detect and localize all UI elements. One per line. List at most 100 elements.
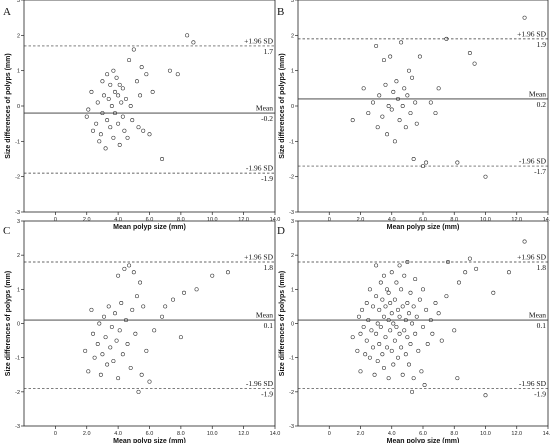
y-tick-label: 1 (291, 287, 294, 293)
data-point (380, 352, 385, 357)
data-point (364, 338, 369, 343)
x-axis-title: Mean polyp size (mm) (387, 438, 460, 443)
data-point (92, 355, 97, 360)
data-point (413, 100, 418, 105)
data-point (392, 139, 397, 144)
data-point (114, 75, 119, 80)
data-point (416, 348, 421, 353)
data-point (463, 270, 468, 275)
data-point (425, 342, 430, 346)
mean-line-label: Mean (529, 89, 546, 98)
data-point (113, 111, 117, 116)
y-tick-label: 0 (291, 322, 294, 328)
y-tick-label: -1 (15, 356, 20, 362)
data-point (113, 311, 117, 316)
data-point (178, 335, 183, 340)
data-point (381, 273, 386, 278)
data-point (394, 280, 399, 285)
data-point (134, 294, 139, 299)
data-point (400, 104, 405, 108)
data-point (125, 135, 130, 140)
lower-limit-line-label: -1.96 SD (246, 164, 274, 173)
data-point (95, 342, 100, 346)
data-point (381, 58, 386, 63)
data-point (109, 104, 114, 108)
data-point (396, 96, 400, 101)
data-point (108, 125, 113, 130)
lower-limit-line-value: -1.7 (534, 167, 546, 176)
data-point (100, 352, 105, 357)
data-point (422, 383, 427, 387)
data-point (410, 389, 415, 394)
data-point (377, 342, 382, 346)
data-point (385, 287, 390, 292)
panel-label: D (277, 225, 285, 237)
data-point (444, 36, 449, 41)
mean-line-label: Mean (529, 311, 546, 320)
data-point (383, 335, 388, 340)
data-point (191, 40, 196, 45)
data-point (391, 362, 396, 367)
x-tick-label: 14.0 (270, 217, 281, 223)
data-point (136, 389, 141, 394)
x-tick-label: 10.0 (480, 431, 491, 437)
data-point (455, 376, 460, 381)
panel-label: A (3, 6, 11, 18)
data-point (160, 314, 165, 319)
x-tick-label: 12.0 (511, 431, 522, 437)
data-point (374, 263, 379, 268)
data-point (375, 359, 380, 364)
data-point (388, 301, 393, 305)
data-point (225, 270, 230, 275)
data-point (122, 128, 127, 133)
y-tick-label: -3 (289, 424, 294, 430)
data-point (377, 307, 382, 312)
plot-frame (297, 220, 549, 427)
data-point (175, 72, 180, 77)
data-point (388, 328, 393, 333)
data-point (402, 273, 407, 278)
data-point (134, 79, 139, 84)
data-point (127, 263, 132, 268)
data-point (474, 266, 479, 271)
data-point (111, 359, 116, 364)
data-point (375, 321, 380, 326)
x-tick-label: 6.0 (146, 217, 154, 223)
data-point (123, 96, 128, 101)
data-point (444, 294, 449, 299)
data-point (167, 68, 172, 73)
data-point (139, 372, 144, 377)
x-tick-label: 10.0 (207, 217, 218, 223)
panel-b: B 0 2.0 4.0 6.0 8.0 10.0 12.0 14.0 3 2 1 0 -1 -2 -3 Mean… (277, 0, 550, 231)
data-point (399, 287, 404, 292)
data-point (116, 121, 121, 126)
y-tick-label: 1 (17, 287, 20, 293)
data-point (361, 86, 366, 91)
data-point (403, 318, 408, 323)
y-axis-title: Size differences of polyps (mm) (5, 271, 12, 376)
y-tick-label: 2 (17, 33, 20, 39)
data-point (366, 111, 371, 116)
x-tick-label: 6.0 (419, 431, 427, 437)
data-point (417, 54, 422, 59)
data-point (433, 111, 438, 116)
data-point (455, 160, 460, 165)
data-point (116, 376, 121, 381)
data-point (152, 328, 157, 333)
x-tick-label: 14.0 (543, 431, 550, 437)
data-point (402, 86, 407, 91)
data-point (472, 61, 477, 66)
x-tick-label: 6.0 (419, 217, 427, 223)
data-point (105, 118, 110, 123)
x-tick-label: 0 (328, 217, 331, 223)
x-tick-label: 0 (54, 217, 57, 223)
x-axis-title: Mean polyp size (mm) (113, 438, 186, 443)
data-point (389, 311, 394, 316)
data-point (410, 321, 415, 326)
y-tick-label: -3 (289, 210, 294, 216)
x-axis-title: Mean polyp size (mm) (387, 224, 460, 231)
upper-limit-line-value: 1.9 (537, 40, 547, 49)
data-point (391, 321, 396, 326)
data-point (394, 79, 399, 84)
data-point (119, 100, 124, 105)
